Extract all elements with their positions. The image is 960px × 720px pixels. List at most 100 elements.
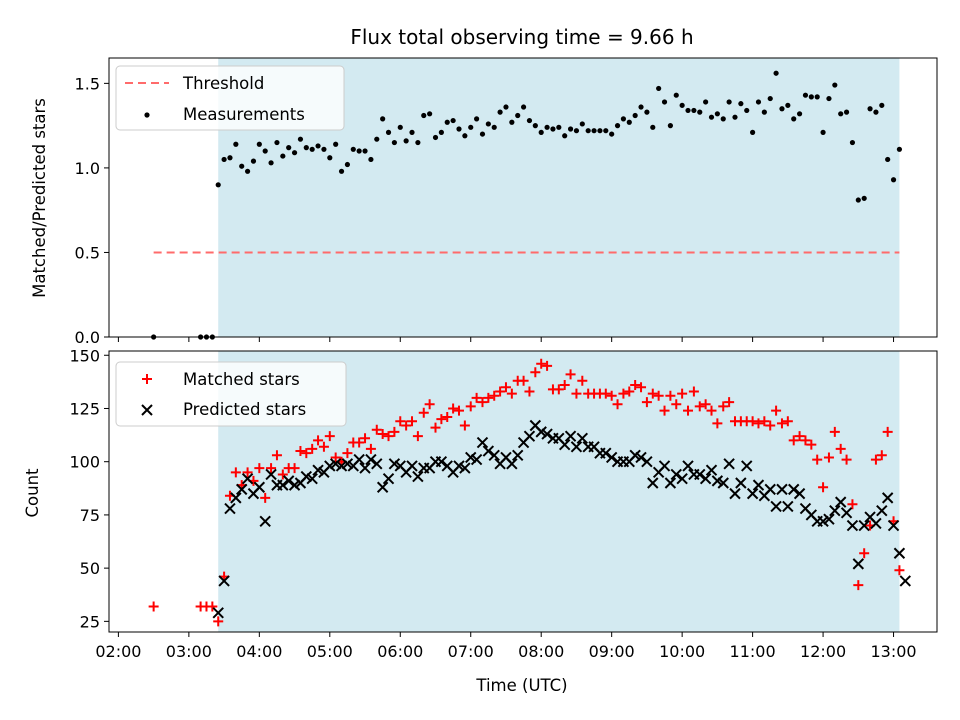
measurement-point [468, 124, 474, 130]
matched-star-point [542, 360, 553, 371]
legend-matched-label: Matched stars [183, 370, 300, 389]
predicted-star-point [852, 558, 865, 570]
matched-star-point [577, 375, 588, 386]
x-tick-label: 06:00 [377, 642, 423, 661]
measurement-point [256, 141, 262, 147]
measurement-point [679, 102, 685, 108]
measurement-point [221, 156, 227, 163]
predicted-star-point [858, 519, 870, 532]
matched-star-point [829, 426, 840, 437]
measurement-point [380, 116, 386, 122]
predicted-star-point [887, 519, 900, 532]
predicted-star-point [635, 451, 647, 464]
measurement-point [685, 107, 691, 114]
matched-star-point [882, 426, 893, 437]
predicted-star-point [470, 453, 483, 466]
top-y-tick-label: 0.5 [75, 243, 100, 262]
predicted-star-point [359, 462, 371, 474]
measurement-point [597, 128, 603, 134]
matched-star-point [559, 380, 570, 391]
measurement-point [344, 161, 351, 168]
measurement-point [438, 129, 444, 135]
matched-star-point [307, 443, 318, 454]
matched-star-point [841, 454, 852, 465]
measurement-point [808, 94, 814, 100]
measurement-point [767, 95, 773, 102]
measurement-point [614, 123, 621, 129]
predicted-star-point [558, 438, 571, 451]
x-tick-label: 08:00 [518, 642, 564, 661]
matched-star-point [694, 401, 705, 412]
measurement-point [673, 92, 679, 98]
predicted-star-point [306, 473, 318, 485]
predicted-star-point [224, 502, 236, 515]
measurement-point [497, 109, 503, 115]
matched-star-point [600, 388, 611, 399]
predicted-star-point [482, 445, 495, 457]
x-tick-label: 11:00 [730, 642, 776, 661]
matched-star-point [677, 388, 688, 399]
predicted-star-point [793, 487, 806, 500]
predicted-star-point [782, 500, 794, 513]
measurement-point [303, 145, 309, 151]
predicted-star-point [282, 475, 295, 487]
matched-star-point [506, 388, 517, 399]
predicted-star-point [241, 473, 254, 485]
measurement-point [750, 129, 756, 135]
measurement-point [274, 139, 280, 146]
predicted-star-point [840, 507, 853, 519]
predicted-star-point [576, 432, 589, 444]
predicted-star-point [893, 547, 906, 559]
measurement-point [867, 106, 873, 112]
matched-star-point [254, 463, 265, 474]
matched-star-point [835, 443, 846, 454]
matched-star-point [706, 405, 717, 416]
measurement-point [738, 101, 744, 107]
measurement-point [409, 129, 415, 135]
matched-star-point [436, 414, 447, 425]
matched-star-point [395, 416, 406, 427]
predicted-star-point [371, 458, 383, 470]
bottom-plot: 25 50 75 100 125 150 02:00 03:00 04:00 05:00 06:00… [69, 346, 938, 661]
matched-star-point [771, 405, 782, 416]
matched-star-point [459, 420, 470, 431]
predicted-star-point [541, 428, 553, 440]
matched-star-point [671, 399, 682, 410]
predicted-star-point [406, 460, 418, 472]
measurement-point [890, 177, 897, 183]
measurement-point [397, 124, 403, 130]
measurement-point [362, 148, 368, 154]
matched-star-point [495, 386, 506, 397]
measurement-point [327, 155, 333, 161]
measurement-point [286, 145, 292, 151]
predicted-star-point [641, 455, 653, 468]
measurement-point [520, 104, 527, 110]
measurement-point [321, 146, 327, 152]
matched-star-point [324, 431, 335, 442]
measurement-point [550, 126, 556, 132]
measurement-point [744, 107, 750, 114]
measurement-point [250, 158, 257, 164]
matched-star-point [870, 454, 881, 465]
matched-star-point [653, 390, 664, 401]
matched-star-point [418, 407, 429, 418]
predicted-star-point [476, 436, 489, 449]
predicted-star-point [823, 513, 835, 525]
matched-star-point [636, 382, 647, 393]
measurement-point [591, 128, 597, 134]
predicted-star-point [212, 607, 224, 619]
measurement-point [697, 109, 703, 115]
measurement-point [896, 146, 903, 152]
matched-star-point [753, 418, 764, 429]
measurement-point [802, 92, 809, 98]
matched-star-point [818, 482, 829, 493]
matched-star-point [289, 463, 300, 474]
x-tick-label: 04:00 [236, 642, 282, 661]
matched-star-point [213, 616, 224, 627]
bottom-y-axis-label: Count [23, 468, 42, 518]
measurement-point [356, 148, 362, 154]
measurement-point [832, 82, 838, 88]
predicted-star-point [899, 575, 911, 587]
matched-star-point [448, 403, 459, 414]
measurement-point [826, 95, 832, 102]
